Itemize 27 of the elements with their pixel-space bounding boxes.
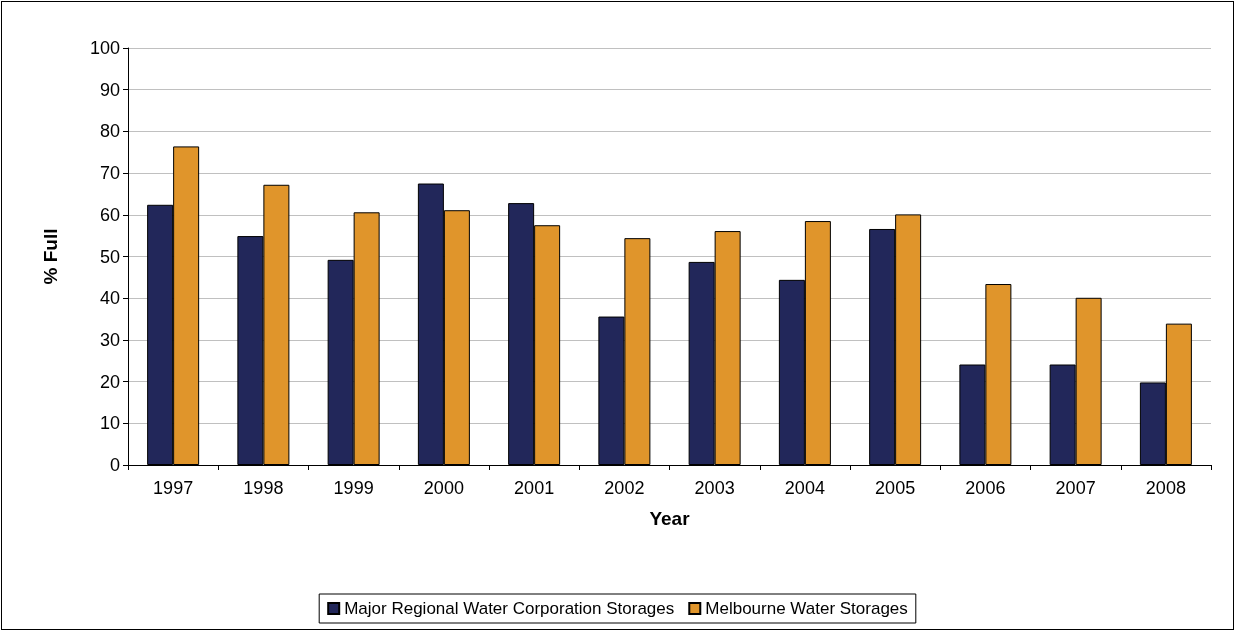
y-tick-label: 60 — [99, 204, 120, 225]
x-tick-label: 2001 — [514, 478, 555, 498]
y-tick-label: 70 — [99, 163, 120, 184]
y-tick-label: 90 — [99, 79, 120, 100]
x-axis-title: Year — [649, 508, 691, 529]
x-tick-label: 2002 — [604, 478, 645, 498]
y-tick-label: 30 — [99, 329, 120, 350]
y-tick-label: 40 — [99, 288, 120, 309]
y-axis-title: % Full — [40, 228, 61, 285]
legend-label: Melbourne Water Storages — [705, 599, 908, 618]
y-tick-label: 100 — [89, 38, 120, 58]
y-tick-label: 50 — [99, 246, 120, 267]
x-tick-label: 1997 — [153, 478, 194, 498]
x-tick-label: 2005 — [875, 478, 916, 498]
y-tick-label: 0 — [109, 455, 120, 475]
legend-label: Major Regional Water Corporation Storages — [344, 599, 675, 618]
x-tick-label: 2000 — [423, 478, 464, 498]
x-tick-label: 1999 — [333, 478, 374, 498]
x-tick-label: 2004 — [784, 478, 825, 498]
x-tick-label: 2007 — [1055, 478, 1096, 498]
x-tick-label: 2006 — [965, 478, 1006, 498]
x-tick-label: 2003 — [694, 478, 735, 498]
x-tick-label: 1998 — [243, 478, 284, 498]
y-tick-label: 20 — [99, 371, 120, 392]
x-tick-label: 2008 — [1145, 478, 1186, 498]
y-tick-label: 10 — [99, 413, 120, 434]
y-tick-label: 80 — [99, 121, 120, 142]
